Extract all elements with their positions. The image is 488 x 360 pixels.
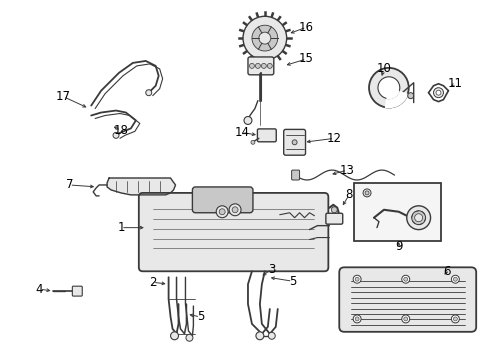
- Circle shape: [435, 90, 440, 95]
- Wedge shape: [385, 88, 407, 108]
- Circle shape: [403, 317, 407, 321]
- Text: 17: 17: [56, 90, 71, 103]
- Circle shape: [291, 140, 297, 145]
- Bar: [353, 183, 441, 240]
- Circle shape: [354, 277, 358, 281]
- Polygon shape: [107, 178, 175, 195]
- Circle shape: [216, 206, 228, 218]
- Text: 3: 3: [267, 263, 275, 276]
- FancyBboxPatch shape: [257, 129, 276, 142]
- Text: 18: 18: [113, 124, 128, 137]
- Circle shape: [244, 117, 251, 125]
- Circle shape: [258, 32, 270, 44]
- Circle shape: [255, 332, 264, 340]
- Circle shape: [450, 275, 458, 283]
- Wedge shape: [386, 88, 398, 99]
- Text: 10: 10: [376, 62, 390, 75]
- Circle shape: [249, 63, 254, 68]
- Text: 11: 11: [447, 77, 462, 90]
- Circle shape: [251, 25, 277, 51]
- Circle shape: [411, 211, 425, 225]
- Circle shape: [403, 277, 407, 281]
- Circle shape: [365, 191, 368, 195]
- Circle shape: [414, 214, 422, 222]
- Circle shape: [407, 93, 413, 99]
- Text: 7: 7: [65, 179, 73, 192]
- Text: 4: 4: [36, 283, 43, 296]
- Circle shape: [232, 207, 238, 213]
- Circle shape: [250, 140, 254, 144]
- Text: 5: 5: [288, 275, 296, 288]
- Circle shape: [229, 204, 241, 216]
- Text: 16: 16: [298, 21, 313, 34]
- FancyBboxPatch shape: [247, 57, 273, 75]
- Circle shape: [352, 315, 360, 323]
- FancyBboxPatch shape: [72, 286, 82, 296]
- Circle shape: [255, 63, 260, 68]
- Circle shape: [354, 317, 358, 321]
- Text: 6: 6: [442, 265, 449, 278]
- Text: 12: 12: [326, 132, 341, 145]
- Circle shape: [377, 77, 399, 99]
- Text: 2: 2: [149, 276, 156, 289]
- FancyBboxPatch shape: [283, 129, 305, 155]
- Circle shape: [401, 275, 409, 283]
- Text: 15: 15: [299, 53, 313, 66]
- Circle shape: [243, 16, 286, 60]
- FancyBboxPatch shape: [325, 213, 342, 224]
- Circle shape: [368, 68, 408, 108]
- Circle shape: [331, 207, 337, 213]
- FancyBboxPatch shape: [192, 187, 252, 213]
- Circle shape: [145, 90, 151, 96]
- Circle shape: [170, 332, 178, 340]
- Circle shape: [433, 88, 443, 98]
- Circle shape: [450, 315, 458, 323]
- FancyBboxPatch shape: [291, 170, 299, 180]
- Circle shape: [268, 332, 275, 339]
- Circle shape: [352, 275, 360, 283]
- Circle shape: [113, 132, 119, 138]
- FancyBboxPatch shape: [139, 193, 327, 271]
- Text: 9: 9: [394, 240, 402, 253]
- FancyBboxPatch shape: [193, 193, 251, 212]
- Circle shape: [452, 317, 456, 321]
- Circle shape: [452, 277, 456, 281]
- Circle shape: [185, 334, 192, 341]
- Circle shape: [261, 63, 266, 68]
- Text: 13: 13: [339, 163, 354, 176]
- Circle shape: [362, 189, 370, 197]
- Circle shape: [401, 315, 409, 323]
- Text: 1: 1: [117, 221, 124, 234]
- FancyBboxPatch shape: [339, 267, 475, 332]
- Circle shape: [406, 206, 429, 230]
- Circle shape: [219, 209, 224, 215]
- Text: 14: 14: [234, 126, 249, 139]
- Text: 8: 8: [345, 188, 352, 201]
- Circle shape: [267, 63, 272, 68]
- Text: 5: 5: [196, 310, 203, 323]
